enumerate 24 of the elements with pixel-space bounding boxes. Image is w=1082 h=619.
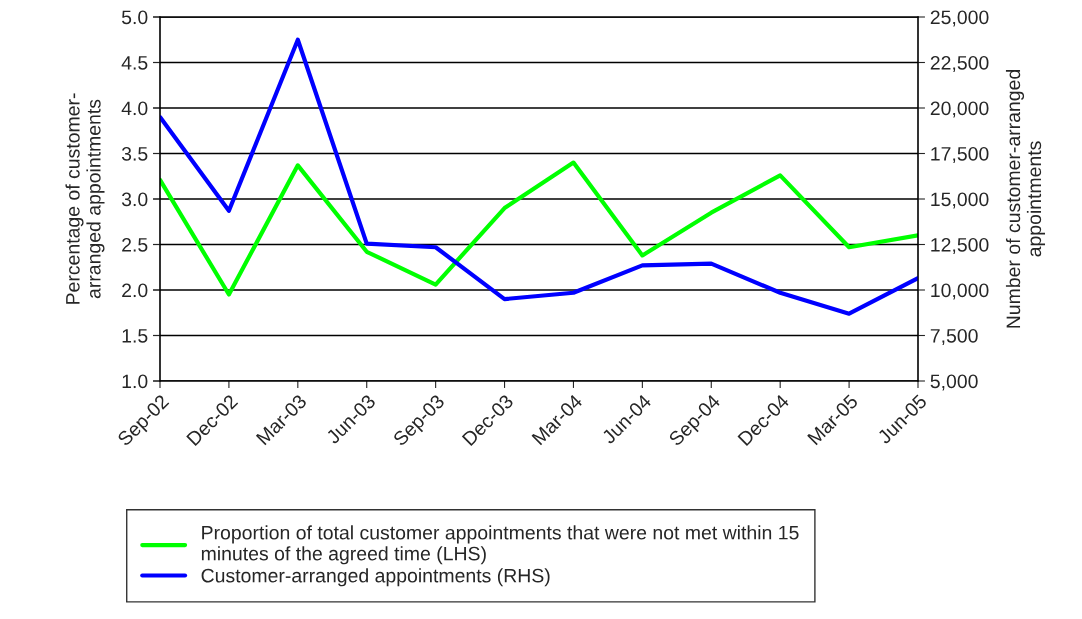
y2-tick-label: 17,500 [931, 146, 989, 164]
y2-tick-label: 7,500 [930, 328, 978, 346]
y-tick-label: 4.0 [121, 101, 148, 116]
y-tick-label: 5.0 [121, 10, 148, 25]
y2-axis-title: Number of customer-arranged appointments [1005, 70, 1046, 328]
y-tick-label: 3.5 [121, 146, 148, 161]
y-tick-label: 3.0 [121, 192, 148, 207]
line-series [160, 160, 918, 297]
y-tick-label: 1.0 [122, 374, 148, 389]
y2-tick-label: 12,500 [931, 237, 989, 255]
legend-label: Customer-arranged appointments (RHS) [201, 568, 550, 587]
y2-tick-label: 15,000 [931, 192, 989, 209]
y-tick-label: 4.5 [121, 56, 148, 70]
y-axis-title: Percentage of customer- arranged appointments [65, 93, 105, 304]
y2-tick-label: 10,000 [931, 283, 989, 300]
y2-tick-label: 20,000 [930, 101, 989, 118]
legend-label: Proportion of total customer appointments that were not met within 15 minutes of the agreed time (LHS) [201, 525, 799, 565]
y2-tick-label: 25,000 [930, 10, 989, 27]
y-tick-label: 2.0 [122, 283, 148, 298]
line-series [160, 37, 918, 316]
y2-tick-label: 22,500 [930, 55, 989, 73]
y-tick-label: 1.5 [122, 329, 148, 343]
y-tick-label: 2.5 [122, 237, 148, 252]
y2-tick-label: 5,000 [930, 374, 978, 391]
